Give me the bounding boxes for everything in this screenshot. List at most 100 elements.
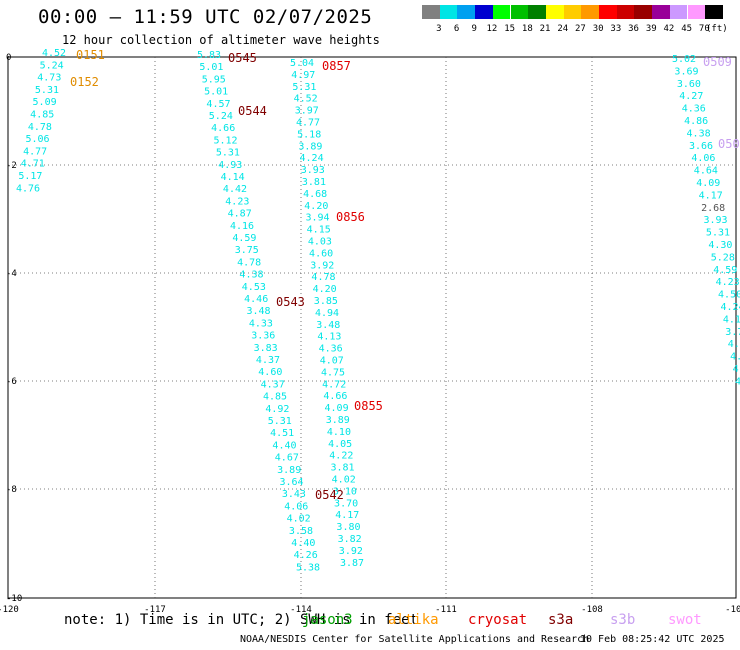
wave-height-value: 5.02 [672,54,696,65]
colorbar-swatch [439,5,458,19]
wave-height-value: 4.85 [263,392,287,403]
generated-timestamp: 10 Feb 08:25:42 UTC 2025 [580,634,725,645]
colorbar-swatch [457,5,476,19]
wave-height-value: 4.72 [322,379,346,390]
wave-height-value: 4.38 [239,270,263,281]
wave-height-value: 4.59 [713,265,737,276]
wave-height-value: 4.20 [313,284,337,295]
wave-height-value: 5.31 [292,82,316,93]
wave-height-value: 4.42 [223,184,247,195]
wave-height-value: 3.81 [330,463,354,474]
axis-tick-labels: -120 -117 -114 -111 -108 -105 0 -2 -4 -6 -8 -10 [0,53,740,615]
colorbar-label: 15 [504,24,516,34]
wave-height-value: 4. [730,352,740,363]
satellite-legend-item: cryosat [468,612,528,628]
wave-height-value: 5.38 [296,562,320,573]
wave-height-value: 4.40 [272,440,296,451]
wave-height-value: 5.12 [214,135,238,146]
wave-height-value: 3.92 [339,546,363,557]
wave-height-value: 4.78 [311,272,335,283]
wave-height-value: 3.48 [247,306,271,317]
wave-height-value: 4.03 [308,237,332,248]
pass-time-label: 050 [718,137,740,151]
colorbar-swatch [563,5,582,19]
pass-time-label: 0856 [336,210,365,224]
wave-height-value: 5.31 [706,228,730,239]
wave-height-value: 3.94 [305,213,329,224]
map-title: 00:00 – 11:59 UTC 02/07/2025 [38,6,373,28]
wave-height-value: 4.76 [16,183,40,194]
map-gridlines [8,57,736,598]
wave-height-value: 3.58 [289,526,313,537]
satellite-legend-item: jason3 [302,612,353,628]
wave-height-value: 4.05 [328,439,352,450]
credit-text: NOAA/NESDIS Center for Satellite Applica… [240,634,590,645]
wave-height-value: 4.30 [708,240,732,251]
colorbar-swatch [492,5,511,19]
wave-height-value: 5.31 [268,416,292,427]
colorbar-label: 3 [436,24,442,34]
wave-height-value: 4.10 [327,427,351,438]
wave-height-value: 5.24 [209,111,233,122]
wave-height-value: 3.75 [235,245,259,256]
pass-time-labels: 0151 0152 0545 0544 0543 0542 0857 0856 0855 0509… [70,48,740,502]
wave-height-value: 4.97 [291,70,315,81]
wave-height-value: 3.60 [677,79,701,90]
wave-height-value: 4.71 [21,159,45,170]
wave-height-value: 4.67 [275,453,299,464]
wave-height-value: 4.13 [317,332,341,343]
wave-height-value: 3.69 [674,66,698,77]
wave-height-value: 3.92 [310,260,334,271]
satellite-legend-item: s3b [610,612,636,628]
wave-height-value: 4.94 [315,308,339,319]
wave-height-value: 4.66 [323,391,347,402]
wave-height-value: 4.73 [37,73,61,84]
wave-height-value: 4.10 [723,314,740,325]
colorbar-label: 6 [453,24,460,34]
wave-height-value: 4.20 [304,201,328,212]
pass-time-label: 0152 [70,75,99,89]
longitude-tick-label: -108 [581,605,603,615]
colorbar-swatch [545,5,564,19]
wave-height-value: 4.64 [694,166,718,177]
colorbar-label: 21 [539,24,551,34]
wave-height-value: 4.38 [687,128,711,139]
wave-height-value: 3.43 [282,489,306,500]
wave-height-value: 4.06 [691,153,715,164]
colorbar-label: 27 [575,24,586,34]
wave-height-value: 4.60 [258,367,282,378]
colorbar-unit: (ft) [706,24,728,34]
pass-time-label: 0857 [322,59,351,73]
colorbar-swatch [510,5,529,19]
colorbar-swatch [634,5,653,19]
wave-height-value: 5.06 [25,134,49,145]
wave-height-value: 3.10 [333,486,357,497]
colorbar-label: 33 [610,24,622,34]
wave-height-value: 4.53 [242,282,266,293]
wave-height-value: 4.33 [249,318,273,329]
pass-time-label: 0855 [354,399,383,413]
colorbar-swatch [422,5,440,19]
satellite-legend-item: s3a [548,612,574,628]
wave-height-value: 5.01 [204,87,228,98]
wave-height-value: 5.28 [711,252,735,263]
pass-time-label: 0509 [703,55,732,69]
colorbar-swatch [669,5,688,19]
wave-height-value: 4.27 [679,91,703,102]
latitude-tick-label: 0 [6,53,11,63]
wave-height-value: 3.89 [277,465,301,476]
wave-height-value: 4.77 [296,118,320,129]
wave-height-value: 4.52 [294,94,318,105]
wave-height-value: 4.0 [728,339,740,350]
footer-note: note: 1) Time is in UTC; 2) SWH is in fe… [64,612,419,628]
wave-height-value: 4.26 [294,550,318,561]
wave-height-value: 5.83 [197,50,221,61]
map-frame [7,56,737,599]
wave-height-value: 4.40 [291,538,315,549]
colorbar-label: 45 [681,24,693,34]
wave-height-value: 4.09 [325,403,349,414]
longitude-tick-label: -114 [290,605,312,615]
wave-height-value: 3.80 [336,522,360,533]
latitude-tick-label: -10 [6,594,22,604]
